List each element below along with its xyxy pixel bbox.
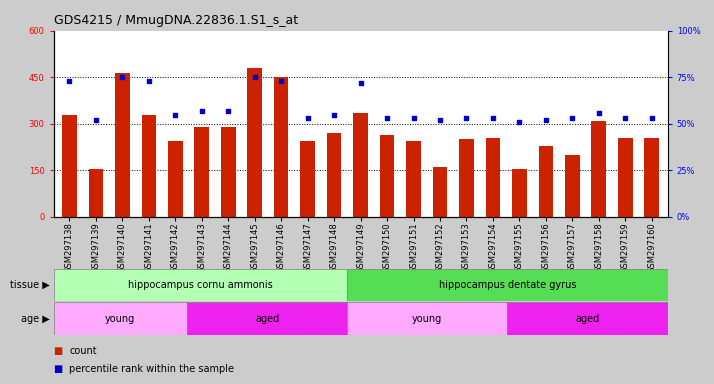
Bar [327,133,341,217]
Point [434,117,446,123]
Point [381,115,393,121]
Point [408,115,419,121]
Text: young: young [105,313,136,324]
Text: young: young [412,313,443,324]
Text: percentile rank within the sample: percentile rank within the sample [69,364,234,374]
Text: GDS4215 / MmugDNA.22836.1.S1_s_at: GDS4215 / MmugDNA.22836.1.S1_s_at [54,14,298,27]
Bar [221,127,236,217]
Point [328,111,340,118]
Bar [538,146,553,217]
Point [223,108,234,114]
Bar [565,155,580,217]
Bar [301,141,315,217]
Bar [194,127,209,217]
Bar [508,302,668,335]
Bar [591,121,606,217]
Bar [618,138,633,217]
Bar [115,73,130,217]
Text: tissue ▶: tissue ▶ [10,280,50,290]
Text: age ▶: age ▶ [21,313,50,324]
Bar [168,141,183,217]
Point [487,115,498,121]
Bar [54,269,347,301]
Bar [645,138,659,217]
Bar [406,141,421,217]
Bar [274,77,288,217]
Point [620,115,631,121]
Point [461,115,472,121]
Point [567,115,578,121]
Bar [433,167,447,217]
Bar [347,302,508,335]
Point [355,80,366,86]
Point [593,109,605,116]
Bar [141,114,156,217]
Bar [187,302,347,335]
Point [143,78,154,84]
Point [90,117,101,123]
Text: aged: aged [255,313,279,324]
Bar [248,68,262,217]
Text: count: count [69,346,97,356]
Point [170,111,181,118]
Point [276,78,287,84]
Point [540,117,551,123]
Point [646,115,658,121]
Point [513,119,525,125]
Point [249,74,261,80]
Bar [512,169,527,217]
Bar [380,135,394,217]
Text: hippocampus cornu ammonis: hippocampus cornu ammonis [128,280,273,290]
Text: hippocampus dentate gyrus: hippocampus dentate gyrus [438,280,576,290]
Text: aged: aged [575,313,600,324]
Text: ■: ■ [54,346,63,356]
Bar [89,169,104,217]
Bar [486,138,501,217]
Bar [54,302,187,335]
Point [64,78,75,84]
Bar [353,113,368,217]
Bar [62,114,76,217]
Text: ■: ■ [54,364,63,374]
Point [196,108,208,114]
Point [116,74,128,80]
Bar [459,139,473,217]
Bar [347,269,668,301]
Point [302,115,313,121]
